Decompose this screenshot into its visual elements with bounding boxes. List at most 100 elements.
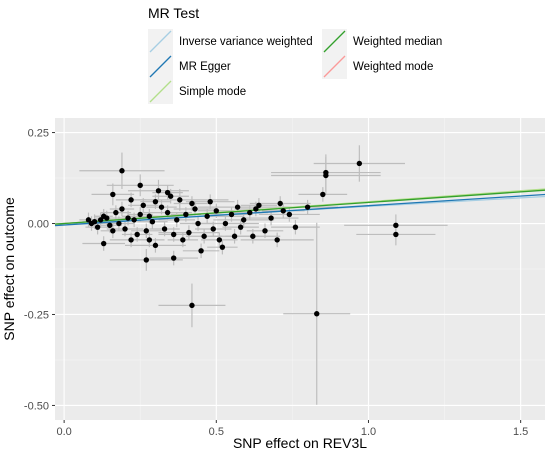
legend-label: MR Egger — [179, 61, 231, 73]
legend-key-line — [149, 55, 172, 78]
data-point — [195, 220, 201, 227]
data-point — [143, 228, 150, 234]
grid-minor — [55, 118, 545, 420]
x-tick-label: 0.5 — [209, 426, 224, 438]
data-point — [137, 182, 143, 189]
data-point — [180, 237, 186, 243]
data-point — [131, 217, 137, 223]
data-point — [198, 248, 204, 254]
data-point — [146, 213, 153, 219]
legend-label: Weighted median — [353, 36, 442, 48]
data-point — [100, 240, 107, 247]
data-point — [146, 237, 153, 243]
data-point — [158, 204, 165, 210]
data-point — [268, 215, 274, 221]
data-point — [161, 226, 168, 232]
data-point — [247, 209, 253, 216]
data-point — [149, 218, 156, 225]
data-point — [137, 211, 143, 218]
x-tick-label: 1.0 — [361, 426, 376, 438]
legend-title: MR Test — [148, 5, 199, 21]
data-point — [213, 208, 220, 214]
data-point — [167, 193, 174, 199]
data-point — [304, 204, 311, 210]
data-point — [393, 231, 399, 238]
data-point — [128, 237, 134, 243]
legend-label: Inverse variance weighted — [179, 36, 313, 48]
data-point — [262, 228, 268, 234]
data-point — [292, 224, 299, 230]
x-tick-label: 1.5 — [513, 426, 528, 438]
data-point — [274, 237, 280, 243]
data-point — [314, 311, 320, 317]
data-point — [323, 172, 329, 179]
data-point — [320, 191, 326, 198]
data-point — [231, 233, 238, 239]
data-point — [192, 206, 198, 212]
legend-label: Simple mode — [179, 86, 246, 98]
data-point — [170, 255, 177, 261]
data-point — [119, 168, 125, 174]
data-point — [393, 222, 399, 229]
data-point — [94, 224, 101, 230]
data-point — [189, 302, 195, 309]
data-point — [125, 215, 131, 221]
data-point — [174, 217, 180, 223]
legend-key-line — [149, 80, 172, 103]
data-point — [177, 197, 183, 203]
data-point — [110, 228, 116, 234]
y-axis: -0.50 -0.25 0.00 0.25 — [24, 128, 55, 412]
grid-major — [55, 118, 545, 420]
legend-key-line — [149, 30, 172, 53]
data-point — [85, 217, 92, 223]
data-point — [277, 200, 283, 207]
data-point — [97, 217, 104, 223]
data-point — [219, 244, 226, 250]
legend-key-line — [323, 30, 346, 53]
data-point — [253, 206, 259, 212]
data-point — [164, 189, 171, 196]
data-point — [107, 222, 113, 229]
data-point — [183, 211, 189, 218]
data-point — [237, 224, 244, 230]
data-point — [189, 200, 195, 207]
data-point — [170, 231, 177, 238]
data-point — [122, 226, 128, 232]
legend-key-line — [323, 55, 346, 78]
data-point — [201, 233, 207, 239]
y-axis-title: SNP effect on outcome — [1, 197, 17, 341]
y-tick-label: -0.50 — [24, 400, 49, 412]
data-point — [164, 209, 171, 216]
data-point — [234, 204, 241, 210]
x-axis-title: SNP effect on REV3L — [233, 435, 367, 451]
data-point — [116, 220, 122, 227]
data-point — [204, 213, 210, 219]
regression-line — [54, 189, 546, 225]
data-point — [100, 213, 107, 219]
legend-label: Weighted mode — [353, 61, 433, 73]
data-points — [85, 160, 399, 317]
x-tick-label: 0.0 — [56, 426, 71, 438]
data-point — [119, 206, 125, 212]
y-tick-label: 0.25 — [28, 128, 49, 140]
x-axis: 0.0 0.5 1.0 1.5 — [56, 420, 528, 438]
legend: MR Test Inverse variance weighted MR Egge… — [148, 5, 442, 104]
data-point — [152, 198, 159, 205]
data-point — [250, 233, 256, 239]
data-point — [280, 208, 286, 214]
data-point — [134, 231, 140, 238]
data-point — [88, 220, 95, 227]
data-point — [110, 191, 116, 198]
data-point — [186, 229, 192, 236]
data-point — [207, 198, 213, 205]
data-point — [222, 220, 229, 227]
data-point — [152, 242, 159, 249]
data-point — [228, 211, 235, 218]
data-point — [128, 197, 134, 203]
data-point — [256, 202, 262, 209]
data-point — [210, 226, 216, 232]
data-point — [143, 257, 150, 263]
data-point — [216, 237, 223, 243]
y-tick-label: -0.25 — [24, 309, 49, 321]
